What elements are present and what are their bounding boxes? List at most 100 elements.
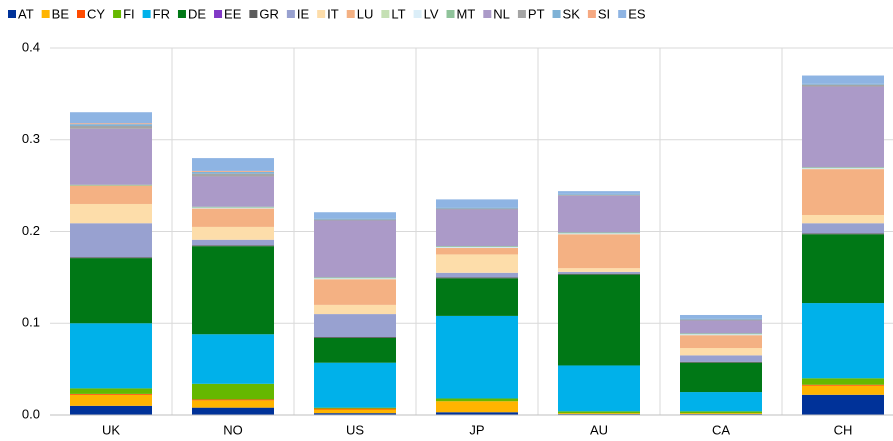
bar-segment [436, 272, 518, 278]
legend-swatch [587, 10, 596, 18]
bar-segment [802, 75, 884, 84]
bar-segment [70, 123, 152, 125]
bar-segment [314, 278, 396, 280]
bar-segment [314, 304, 396, 315]
bar-segment [192, 399, 274, 401]
bar-segment [680, 362, 762, 393]
legend-swatch [113, 10, 122, 18]
bar-segment [802, 234, 884, 304]
legend-label: AT [18, 6, 34, 21]
bar-segment [680, 318, 762, 320]
bar-segment [192, 206, 274, 208]
bar-segment [70, 394, 152, 406]
bar-segment [314, 277, 396, 279]
bar-segment [314, 337, 396, 363]
bar-segment [558, 365, 640, 412]
bar-segment [192, 226, 274, 240]
bar-segment [192, 245, 274, 247]
legend-swatch [249, 10, 258, 18]
bar-segment [314, 407, 396, 409]
bar-segment [70, 112, 152, 124]
legend-label: CY [87, 6, 105, 21]
bar-segment [192, 170, 274, 172]
legend-label: LV [424, 6, 439, 21]
bar-segment [680, 320, 762, 334]
bar-segment [680, 319, 762, 321]
bar-segment [802, 384, 884, 386]
bar-segment [680, 334, 762, 336]
bar-segment [558, 271, 640, 274]
bar-segment [70, 203, 152, 224]
bar-segment [314, 220, 396, 278]
bar-segment [802, 378, 884, 385]
bar-segment [314, 279, 396, 305]
bar-segment [192, 208, 274, 227]
bar-segment [558, 268, 640, 272]
legend-swatch [346, 10, 355, 18]
bar-segment [70, 393, 152, 395]
bar-segment [802, 86, 884, 168]
bar-segment [802, 168, 884, 170]
bar-segment [558, 233, 640, 235]
legend-swatch [286, 10, 295, 18]
bar-segment [436, 209, 518, 247]
bar-segment [314, 314, 396, 338]
legend-swatch [8, 10, 16, 18]
bar-segment [314, 413, 396, 415]
x-tick-label: CH [834, 422, 853, 437]
bar-segment [314, 409, 396, 414]
legend-swatch [41, 10, 50, 18]
y-tick-label: 0.0 [22, 406, 40, 421]
legend-label: LU [357, 6, 374, 21]
x-tick-label: US [346, 422, 364, 437]
legend-label: DE [188, 6, 206, 21]
bar-segment [436, 277, 518, 279]
bar-segment [802, 84, 884, 87]
legend-label: EE [224, 6, 242, 21]
bar-segment [70, 323, 152, 389]
bar-segment [436, 254, 518, 273]
legend-swatch [317, 10, 326, 18]
legend-label: BE [52, 6, 70, 21]
legend-swatch [517, 10, 526, 18]
legend-swatch [446, 10, 455, 18]
bar-segment [558, 411, 640, 414]
bar-segment [192, 158, 274, 171]
bar-segment [70, 388, 152, 394]
y-tick-label: 0.3 [22, 131, 40, 146]
bar-segment [192, 173, 274, 177]
bar-segment [70, 184, 152, 186]
bar-segment [314, 408, 396, 410]
bar-segment [802, 214, 884, 224]
bar-segment [558, 191, 640, 194]
legend-swatch [618, 10, 627, 18]
legend-swatch [483, 10, 492, 18]
bar-segment [436, 247, 518, 249]
bar-segment [70, 124, 152, 126]
bar-segment [558, 413, 640, 415]
bar-segment [558, 234, 640, 269]
bar-segment [558, 195, 640, 233]
bar-segment [192, 176, 274, 207]
bar-segment [680, 333, 762, 335]
bar-segment [70, 405, 152, 415]
bar-segment [802, 167, 884, 169]
bar-segment [558, 193, 640, 195]
bar-segment [680, 392, 762, 412]
bar-segment [436, 401, 518, 413]
bar-segment [436, 398, 518, 402]
legend-label: SK [563, 6, 581, 21]
bar-segment [680, 335, 762, 349]
bar-segment [192, 407, 274, 415]
bar-segment [802, 233, 884, 235]
y-tick-label: 0.2 [22, 223, 40, 238]
bar-segment [558, 273, 640, 275]
bar-segment [192, 171, 274, 174]
bar-segment [314, 219, 396, 221]
legend-swatch [552, 10, 561, 18]
bar-segment [802, 83, 884, 85]
bar-segment [192, 400, 274, 408]
legend-swatch [142, 10, 151, 18]
bar-segment [192, 383, 274, 400]
